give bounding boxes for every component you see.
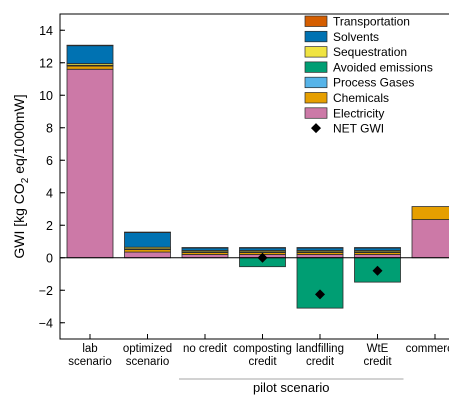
y-tick-label: 6 (46, 154, 53, 168)
bar-solvents-0 (66, 45, 114, 64)
bar-electricity-6 (411, 219, 449, 259)
y-tick-label: 8 (46, 121, 53, 135)
legend-marker-net-gwi (311, 123, 321, 134)
y-tick-label: 4 (46, 186, 53, 200)
y-tick-label: 12 (39, 56, 53, 70)
y-tick-label: 10 (39, 89, 53, 103)
y-tick-label: −2 (39, 284, 53, 298)
bars-layer (66, 44, 449, 309)
net-gwi-point-4 (315, 289, 325, 300)
legend-swatch-sequestration (304, 46, 328, 58)
y-axis-label: GWI [kg CO2 eq/1000mW] (11, 94, 31, 258)
plot-frame (59, 13, 449, 340)
bar-chemicals-6 (411, 206, 449, 220)
x-tick-label-2: no credit (183, 343, 228, 355)
legend: TransportationSolventsSequestrationAvoid… (304, 15, 433, 136)
legend-label-chemicals: Chemicals (333, 91, 389, 105)
x-axis: lab scenario optimized scenario no credit com… (68, 334, 449, 368)
legend-label-avoided-emissions: Avoided emissions (333, 60, 433, 74)
legend-swatch-chemicals (304, 92, 328, 104)
x-tick-label-4: landfilling credit (296, 343, 344, 368)
legend-label-net-gwi: NET GWI (333, 122, 384, 136)
y-axis: −4 −2 0 2 4 6 8 10 12 14 (39, 24, 65, 330)
legend-swatch-process-gases (304, 76, 328, 89)
legend-label-transportation: Transportation (333, 15, 410, 29)
legend-label-sequestration: Sequestration (333, 45, 407, 59)
y-tick-label: 2 (46, 219, 53, 233)
x-tick-label-3: composting credit (233, 343, 292, 368)
bar-chemicals-0 (66, 65, 114, 70)
legend-swatch-electricity (304, 107, 328, 119)
bar-solvents-1 (124, 232, 171, 248)
x-tick-label-0: lab scenario (68, 343, 111, 368)
legend-swatch-avoided-emissions (304, 61, 328, 73)
y-tick-label: 0 (46, 251, 53, 265)
legend-swatch-solvents (304, 30, 328, 43)
bar-electricity-0 (66, 68, 114, 259)
bar-avoided-emissions-4 (296, 257, 344, 309)
net-gwi-point-5 (372, 265, 383, 276)
x-tick-label-5: WtE credit (363, 343, 392, 368)
bar-electricity-1 (124, 251, 171, 259)
x-tick-label-6: commercial (406, 343, 449, 355)
legend-label-electricity: Electricity (333, 106, 384, 120)
legend-label-process-gases: Process Gases (333, 76, 414, 90)
pilot-group-label: pilot scenario (253, 380, 330, 395)
legend-swatch-transportation (304, 15, 328, 27)
legend-label-solvents: Solvents (333, 30, 379, 44)
y-tick-label: 14 (39, 24, 53, 38)
y-tick-label: −4 (39, 316, 53, 330)
x-tick-label-1: optimized scenario (123, 343, 172, 368)
